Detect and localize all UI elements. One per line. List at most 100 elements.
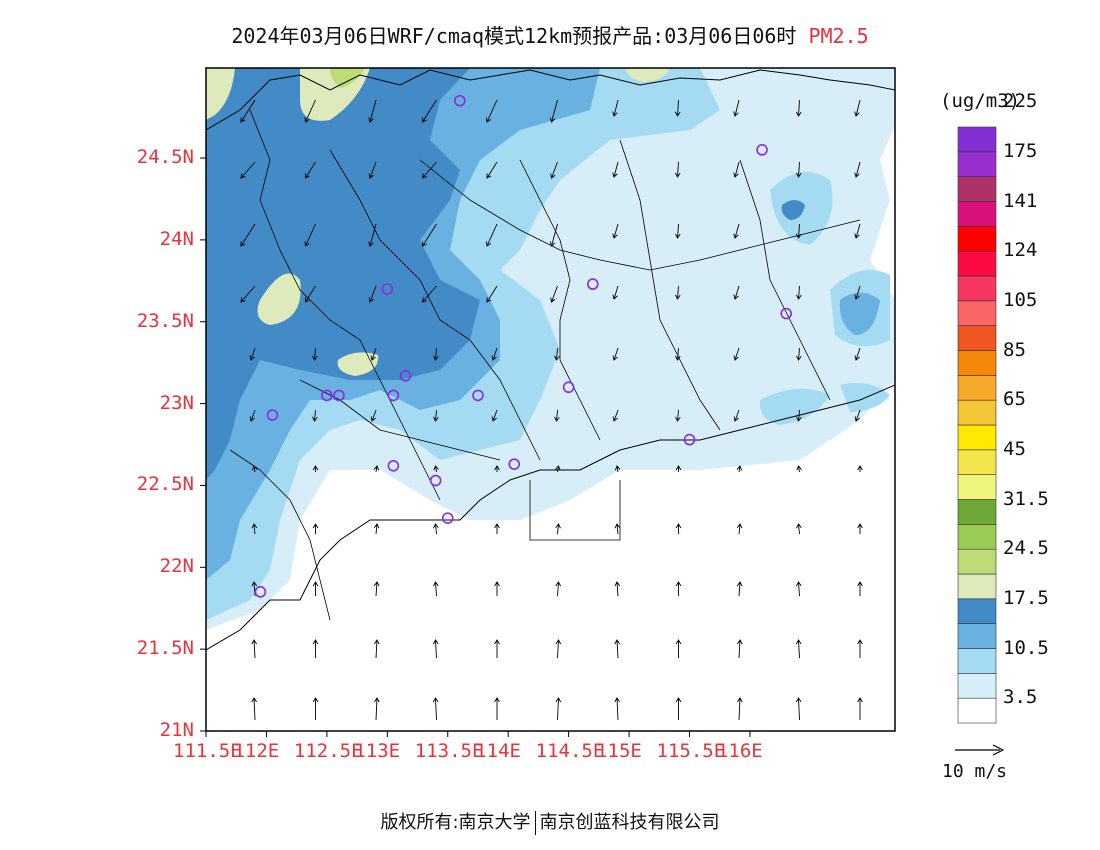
city-borders [229, 109, 861, 621]
wind-arrow [368, 161, 377, 179]
station-marker [399, 369, 412, 382]
wind-arrow [796, 523, 802, 535]
field-blob-east-b [781, 200, 805, 220]
wind-arrow [312, 697, 319, 720]
wind-arrow [857, 523, 863, 534]
field-patch-24-5-b [337, 352, 379, 376]
wind-arrow [240, 285, 256, 303]
wind-arrow [675, 581, 682, 596]
lat-label: 24N [159, 227, 194, 250]
wind-arrow [854, 99, 861, 117]
wind-arrow [494, 581, 500, 596]
colorbar-label: 31.5 [1003, 487, 1049, 510]
footer-right: 南京创蓝科技有限公司 [539, 812, 720, 833]
wind-arrow [675, 409, 681, 422]
wind-arrow [857, 697, 863, 720]
station-marker [381, 283, 394, 295]
station-marker [333, 389, 345, 402]
colorbar-swatch [957, 126, 997, 153]
wind-arrow [494, 523, 500, 534]
map-title: 2024年03月06日WRF/cmaq模式12km预报产品:03月06日06时 P… [0, 20, 1100, 49]
wind-arrow [491, 347, 498, 361]
wind-arrow [312, 639, 319, 658]
wind-scale-label: 10 m/s [942, 761, 1008, 782]
station-marker [508, 458, 521, 470]
wind-arrow [433, 523, 439, 535]
wind-arrow [305, 161, 316, 179]
wind-arrow [612, 223, 619, 239]
wind-arrow [614, 465, 621, 473]
colorbar-swatch [957, 226, 997, 252]
wind-arrow [675, 285, 681, 300]
wind-arrow [674, 99, 681, 117]
colorbar-swatch [957, 176, 997, 202]
wind-arrow [374, 697, 380, 721]
wind-arrow [675, 639, 682, 658]
wind-arrow [555, 523, 561, 535]
wind-arrow [612, 161, 619, 178]
wind-arrow [795, 99, 802, 117]
wind-arrow [312, 581, 319, 596]
wind-arrow [305, 285, 316, 303]
wind-arrow [733, 223, 740, 239]
colorbar-label: 124 [1003, 239, 1038, 262]
wind-arrow [432, 581, 439, 597]
station-marker [562, 381, 575, 394]
wind-arrow [614, 697, 620, 721]
colorbar-swatch [957, 300, 997, 326]
colorbar-swatch [957, 375, 997, 401]
colorbar-label: 3.5 [1003, 686, 1038, 709]
wind-arrow [550, 285, 558, 303]
colorbar-swatch [957, 449, 997, 475]
wind-arrow [796, 347, 802, 361]
station-marker [429, 474, 442, 487]
wind-arrow [432, 639, 439, 659]
wind-arrow [612, 285, 619, 300]
wind-arrow [675, 465, 682, 472]
wind-arrow [370, 409, 377, 422]
wind-arrow [421, 161, 437, 179]
station-marker [587, 278, 599, 290]
colorbar-swatch [957, 275, 997, 302]
wind-arrow [433, 465, 439, 473]
copyright-footer: 版权所有:南京大学 南京创蓝科技有限公司 [0, 808, 1100, 835]
wind-arrow [251, 581, 258, 597]
wind-arrow [433, 409, 439, 422]
wind-arrow [614, 581, 621, 597]
wind-arrow [795, 697, 802, 721]
station-marker [683, 433, 696, 446]
station-marker [266, 409, 279, 421]
wind-arrow [795, 581, 802, 597]
title-pollutant: PM2.5 [808, 24, 869, 48]
wind-vectors [240, 99, 863, 721]
wind-arrow [494, 639, 500, 658]
lon-label: 112.5E [293, 740, 363, 762]
wind-arrow [240, 99, 256, 123]
wind-arrow [854, 161, 861, 178]
wind-arrow [422, 99, 437, 123]
lat-label: 23.5N [136, 309, 194, 332]
title-main: 2024年03月06日WRF/cmaq模式12km预报产品:03月06日06时 [231, 24, 797, 48]
wind-arrow [857, 639, 863, 658]
station-marker [254, 586, 267, 598]
wind-arrow [796, 285, 802, 300]
wind-arrow [796, 465, 802, 473]
colorbar-label: 10.5 [1003, 636, 1049, 659]
wind-arrow [854, 347, 861, 361]
wind-arrow [433, 347, 439, 361]
wind-arrow [486, 223, 498, 247]
field-band-17-5-b [206, 68, 480, 480]
wind-arrow [486, 99, 498, 123]
station-marker [472, 389, 484, 402]
wind-arrow [374, 639, 380, 659]
wind-arrow [251, 465, 258, 473]
wind-arrow [373, 581, 380, 597]
wind-arrow [373, 523, 380, 535]
wind-arrow [486, 285, 498, 303]
wind-arrow [550, 161, 558, 179]
field-patch-24-5-e [625, 68, 670, 82]
field-patch-24-5-d [206, 68, 235, 120]
colorbar-label: 175 [1003, 139, 1038, 162]
field-patch-24-5-a [257, 273, 301, 325]
lon-label: 113E [354, 740, 401, 762]
